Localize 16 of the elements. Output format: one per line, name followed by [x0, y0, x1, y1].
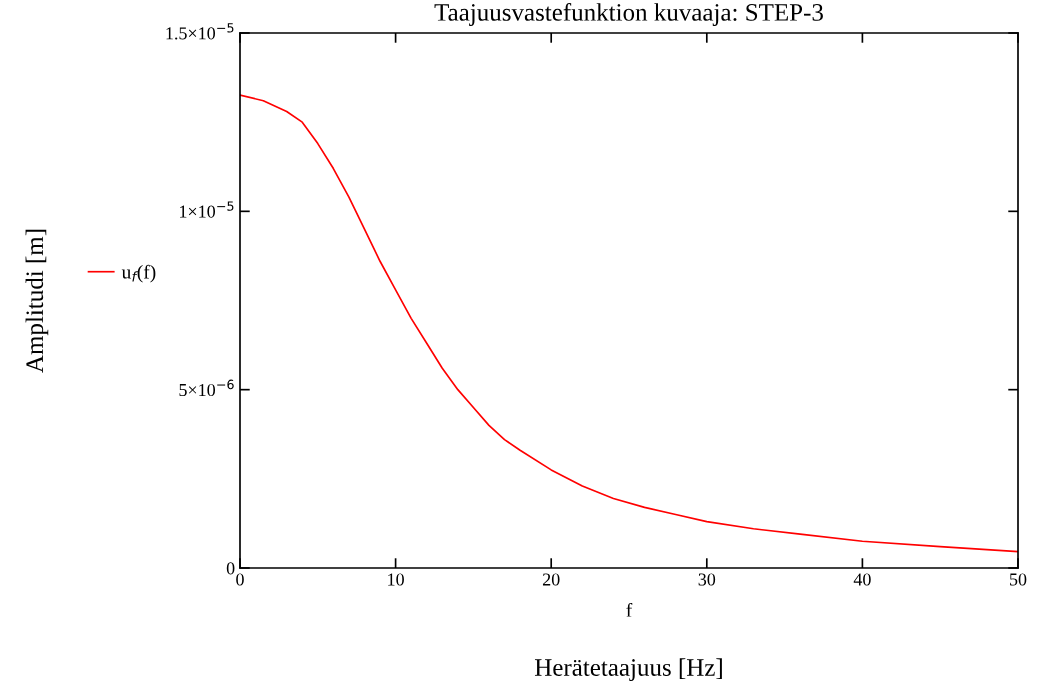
x-tick-label: 50: [1010, 573, 1027, 586]
x-axis-title: f: [626, 602, 633, 617]
x-tick-label: 20: [542, 573, 560, 586]
y-tick-label: 1.5×10$^{−5}$: [166, 23, 234, 40]
chart-title: Taajuusvastefunktion kuvaaja: STEP-3: [434, 3, 823, 26]
x-tick-label: 10: [388, 573, 404, 586]
text: Herätetaajuus [Hz]: [534, 658, 722, 681]
y-tick-label: 1×10$^{−5}$: [180, 201, 234, 218]
y-axis-title: Amplitudi [m]: [25, 229, 49, 373]
x-tick-label: 30: [698, 573, 716, 586]
legend-label: u$_{f}$(f): [121, 264, 156, 283]
line-series: [240, 94, 1018, 553]
x-tick-label: 40: [853, 573, 871, 586]
y-tick-label: 0: [226, 562, 235, 575]
y-tick-label: 5×10$^{−6}$: [179, 379, 234, 397]
x-tick-label: 0: [236, 573, 244, 586]
